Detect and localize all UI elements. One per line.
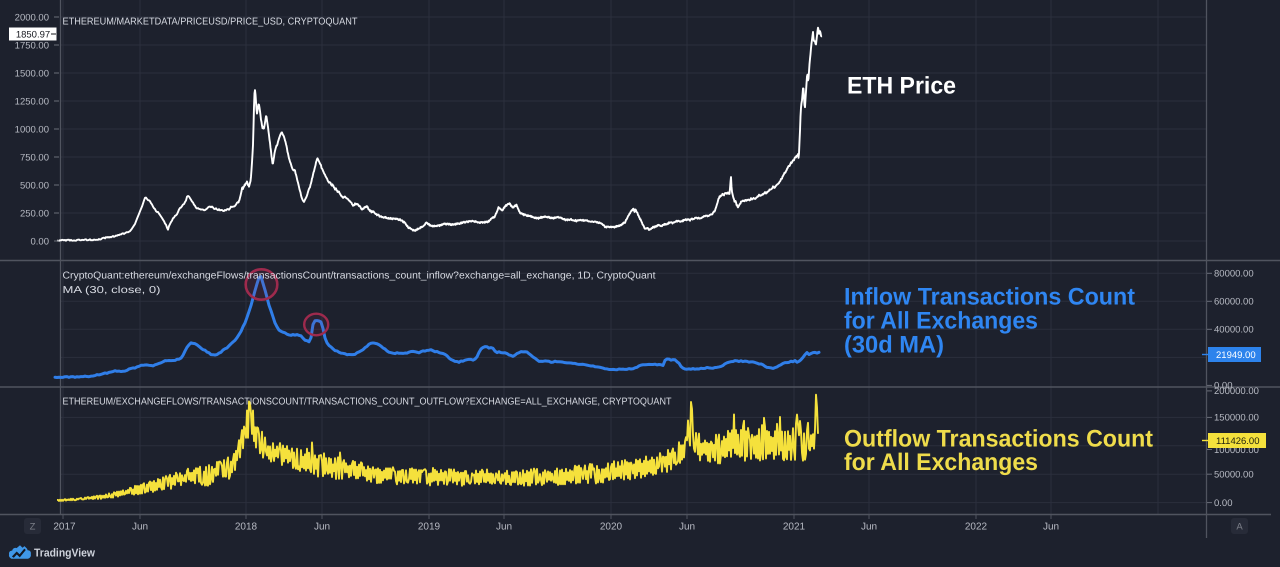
svg-text:Jun: Jun <box>861 522 877 533</box>
svg-text:2018: 2018 <box>235 522 258 533</box>
svg-text:for All Exchanges: for All Exchanges <box>844 308 1038 335</box>
svg-text:TradingView: TradingView <box>34 548 95 560</box>
svg-text:1500.00: 1500.00 <box>15 68 49 79</box>
svg-text:ETHEREUM/EXCHANGEFLOWS/TRANSAC: ETHEREUM/EXCHANGEFLOWS/TRANSACTIONSCOUNT… <box>63 396 672 407</box>
svg-text:ETHEREUM/MARKETDATA/PRICEUSD/P: ETHEREUM/MARKETDATA/PRICEUSD/PRICE_USD, … <box>63 17 358 28</box>
svg-text:for All Exchanges: for All Exchanges <box>844 449 1038 476</box>
svg-text:2019: 2019 <box>418 522 441 533</box>
svg-text:Inflow Transactions Count: Inflow Transactions Count <box>844 284 1135 311</box>
svg-text:100000.00: 100000.00 <box>1214 445 1259 456</box>
svg-text:60000.00: 60000.00 <box>1214 297 1254 308</box>
svg-text:Jun: Jun <box>496 522 512 533</box>
svg-text:0.00: 0.00 <box>1214 498 1233 509</box>
svg-text:2017: 2017 <box>53 522 76 533</box>
svg-text:111426.00: 111426.00 <box>1216 436 1260 447</box>
svg-text:500.00: 500.00 <box>20 180 49 191</box>
svg-text:40000.00: 40000.00 <box>1214 325 1254 336</box>
svg-text:80000.00: 80000.00 <box>1214 269 1254 280</box>
svg-text:2022: 2022 <box>965 522 988 533</box>
svg-text:2000.00: 2000.00 <box>15 12 49 23</box>
svg-text:2021: 2021 <box>783 522 806 533</box>
svg-text:150000.00: 150000.00 <box>1214 413 1259 424</box>
svg-text:750.00: 750.00 <box>20 152 49 163</box>
svg-text:1750.00: 1750.00 <box>15 40 49 51</box>
svg-text:Z: Z <box>30 521 36 532</box>
svg-text:1850.97: 1850.97 <box>16 29 50 40</box>
svg-text:21949.00: 21949.00 <box>1216 350 1256 361</box>
svg-text:Jun: Jun <box>132 522 148 533</box>
svg-text:1000.00: 1000.00 <box>15 124 49 135</box>
svg-text:1250.00: 1250.00 <box>15 96 49 107</box>
svg-text:250.00: 250.00 <box>20 208 49 219</box>
svg-text:Jun: Jun <box>314 522 330 533</box>
svg-text:CryptoQuant:ethereum/exchangeF: CryptoQuant:ethereum/exchangeFlows/trans… <box>63 270 656 281</box>
svg-text:0.00: 0.00 <box>31 236 50 247</box>
svg-text:Jun: Jun <box>1043 522 1059 533</box>
svg-text:(30d MA): (30d MA) <box>844 332 944 359</box>
svg-text:Jun: Jun <box>679 522 695 533</box>
svg-text:Outflow Transactions Count: Outflow Transactions Count <box>844 426 1153 453</box>
svg-text:A: A <box>1236 521 1243 532</box>
svg-text:0.00: 0.00 <box>1214 381 1233 392</box>
svg-text:50000.00: 50000.00 <box>1214 470 1254 481</box>
svg-text:2020: 2020 <box>600 522 623 533</box>
svg-text:200000.00: 200000.00 <box>1214 386 1259 397</box>
svg-text:MA (30, close, 0): MA (30, close, 0) <box>63 285 161 296</box>
svg-text:ETH Price: ETH Price <box>847 73 956 100</box>
